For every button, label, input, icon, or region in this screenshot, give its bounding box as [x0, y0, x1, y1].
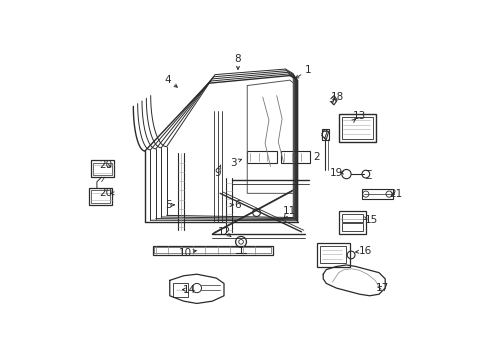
- Bar: [342, 117, 373, 139]
- Bar: [339, 114, 376, 142]
- Bar: [339, 211, 366, 234]
- Bar: [92, 190, 110, 203]
- Text: 18: 18: [331, 92, 344, 102]
- Bar: [173, 283, 188, 297]
- Text: 17: 17: [376, 283, 390, 293]
- Bar: [247, 151, 277, 163]
- Text: 3: 3: [230, 158, 237, 167]
- Text: 15: 15: [365, 215, 378, 225]
- Text: 2: 2: [314, 152, 320, 162]
- Bar: [342, 223, 363, 231]
- Bar: [153, 246, 273, 255]
- Bar: [89, 188, 112, 205]
- Text: 12: 12: [218, 227, 231, 237]
- Bar: [342, 214, 363, 222]
- Bar: [91, 160, 114, 177]
- Bar: [321, 130, 329, 140]
- Bar: [320, 247, 346, 264]
- Text: 1: 1: [304, 65, 311, 75]
- Text: 10: 10: [179, 248, 192, 258]
- Text: 14: 14: [182, 285, 196, 294]
- Text: 4: 4: [165, 75, 172, 85]
- Text: 20: 20: [99, 188, 112, 198]
- Text: 21: 21: [390, 189, 403, 199]
- Text: 13: 13: [353, 111, 366, 121]
- Text: 6: 6: [235, 200, 241, 210]
- Text: 8: 8: [235, 54, 241, 64]
- Text: 20: 20: [99, 160, 112, 170]
- Text: 11: 11: [283, 206, 296, 216]
- Bar: [281, 151, 310, 163]
- Bar: [317, 243, 349, 266]
- Text: 7: 7: [321, 131, 328, 141]
- Bar: [362, 189, 393, 199]
- Text: 19: 19: [330, 167, 343, 177]
- Text: 16: 16: [358, 246, 372, 256]
- Text: 9: 9: [215, 167, 221, 177]
- Bar: [93, 163, 112, 175]
- Bar: [154, 247, 271, 253]
- Text: 5: 5: [165, 200, 172, 210]
